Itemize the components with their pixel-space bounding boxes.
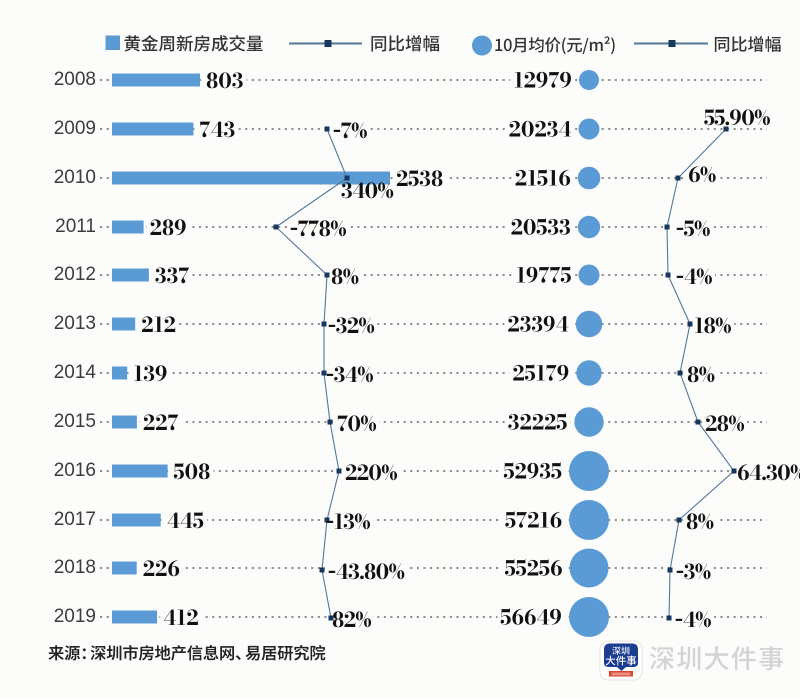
svg-text:2017: 2017 <box>54 509 96 530</box>
svg-text:2019: 2019 <box>54 606 96 627</box>
svg-text:2011: 2011 <box>55 216 96 237</box>
svg-text:2016: 2016 <box>54 460 96 481</box>
svg-text:2010: 2010 <box>54 167 96 188</box>
svg-text:2009: 2009 <box>54 118 96 139</box>
svg-text:2008: 2008 <box>54 69 96 90</box>
svg-text:2012: 2012 <box>54 264 96 285</box>
svg-text:2014: 2014 <box>54 362 97 383</box>
svg-text:2018: 2018 <box>54 557 96 578</box>
svg-text:2013: 2013 <box>54 313 96 334</box>
svg-text:2015: 2015 <box>54 411 96 432</box>
